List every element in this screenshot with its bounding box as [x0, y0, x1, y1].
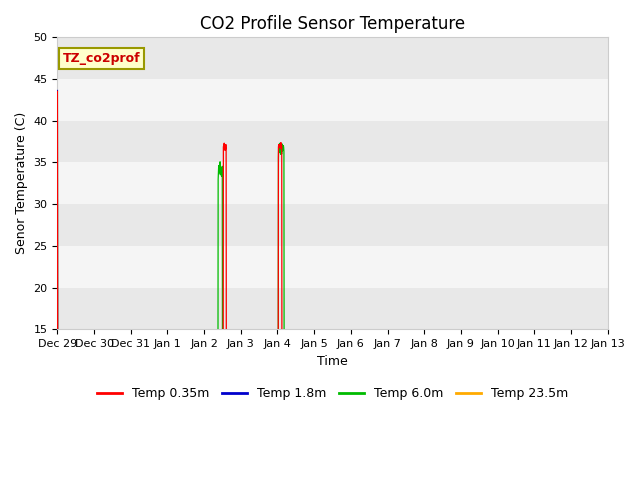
Bar [58, 288, 607, 329]
Bar [58, 121, 607, 163]
Y-axis label: Senor Temperature (C): Senor Temperature (C) [15, 112, 28, 254]
Title: CO2 Profile Sensor Temperature: CO2 Profile Sensor Temperature [200, 15, 465, 33]
Bar [58, 246, 607, 288]
Bar [58, 204, 607, 246]
Bar [58, 79, 607, 121]
Bar [58, 37, 607, 79]
Text: TZ_co2prof: TZ_co2prof [63, 52, 141, 65]
X-axis label: Time: Time [317, 355, 348, 368]
Legend: Temp 0.35m, Temp 1.8m, Temp 6.0m, Temp 23.5m: Temp 0.35m, Temp 1.8m, Temp 6.0m, Temp 2… [92, 382, 573, 405]
Bar [58, 163, 607, 204]
